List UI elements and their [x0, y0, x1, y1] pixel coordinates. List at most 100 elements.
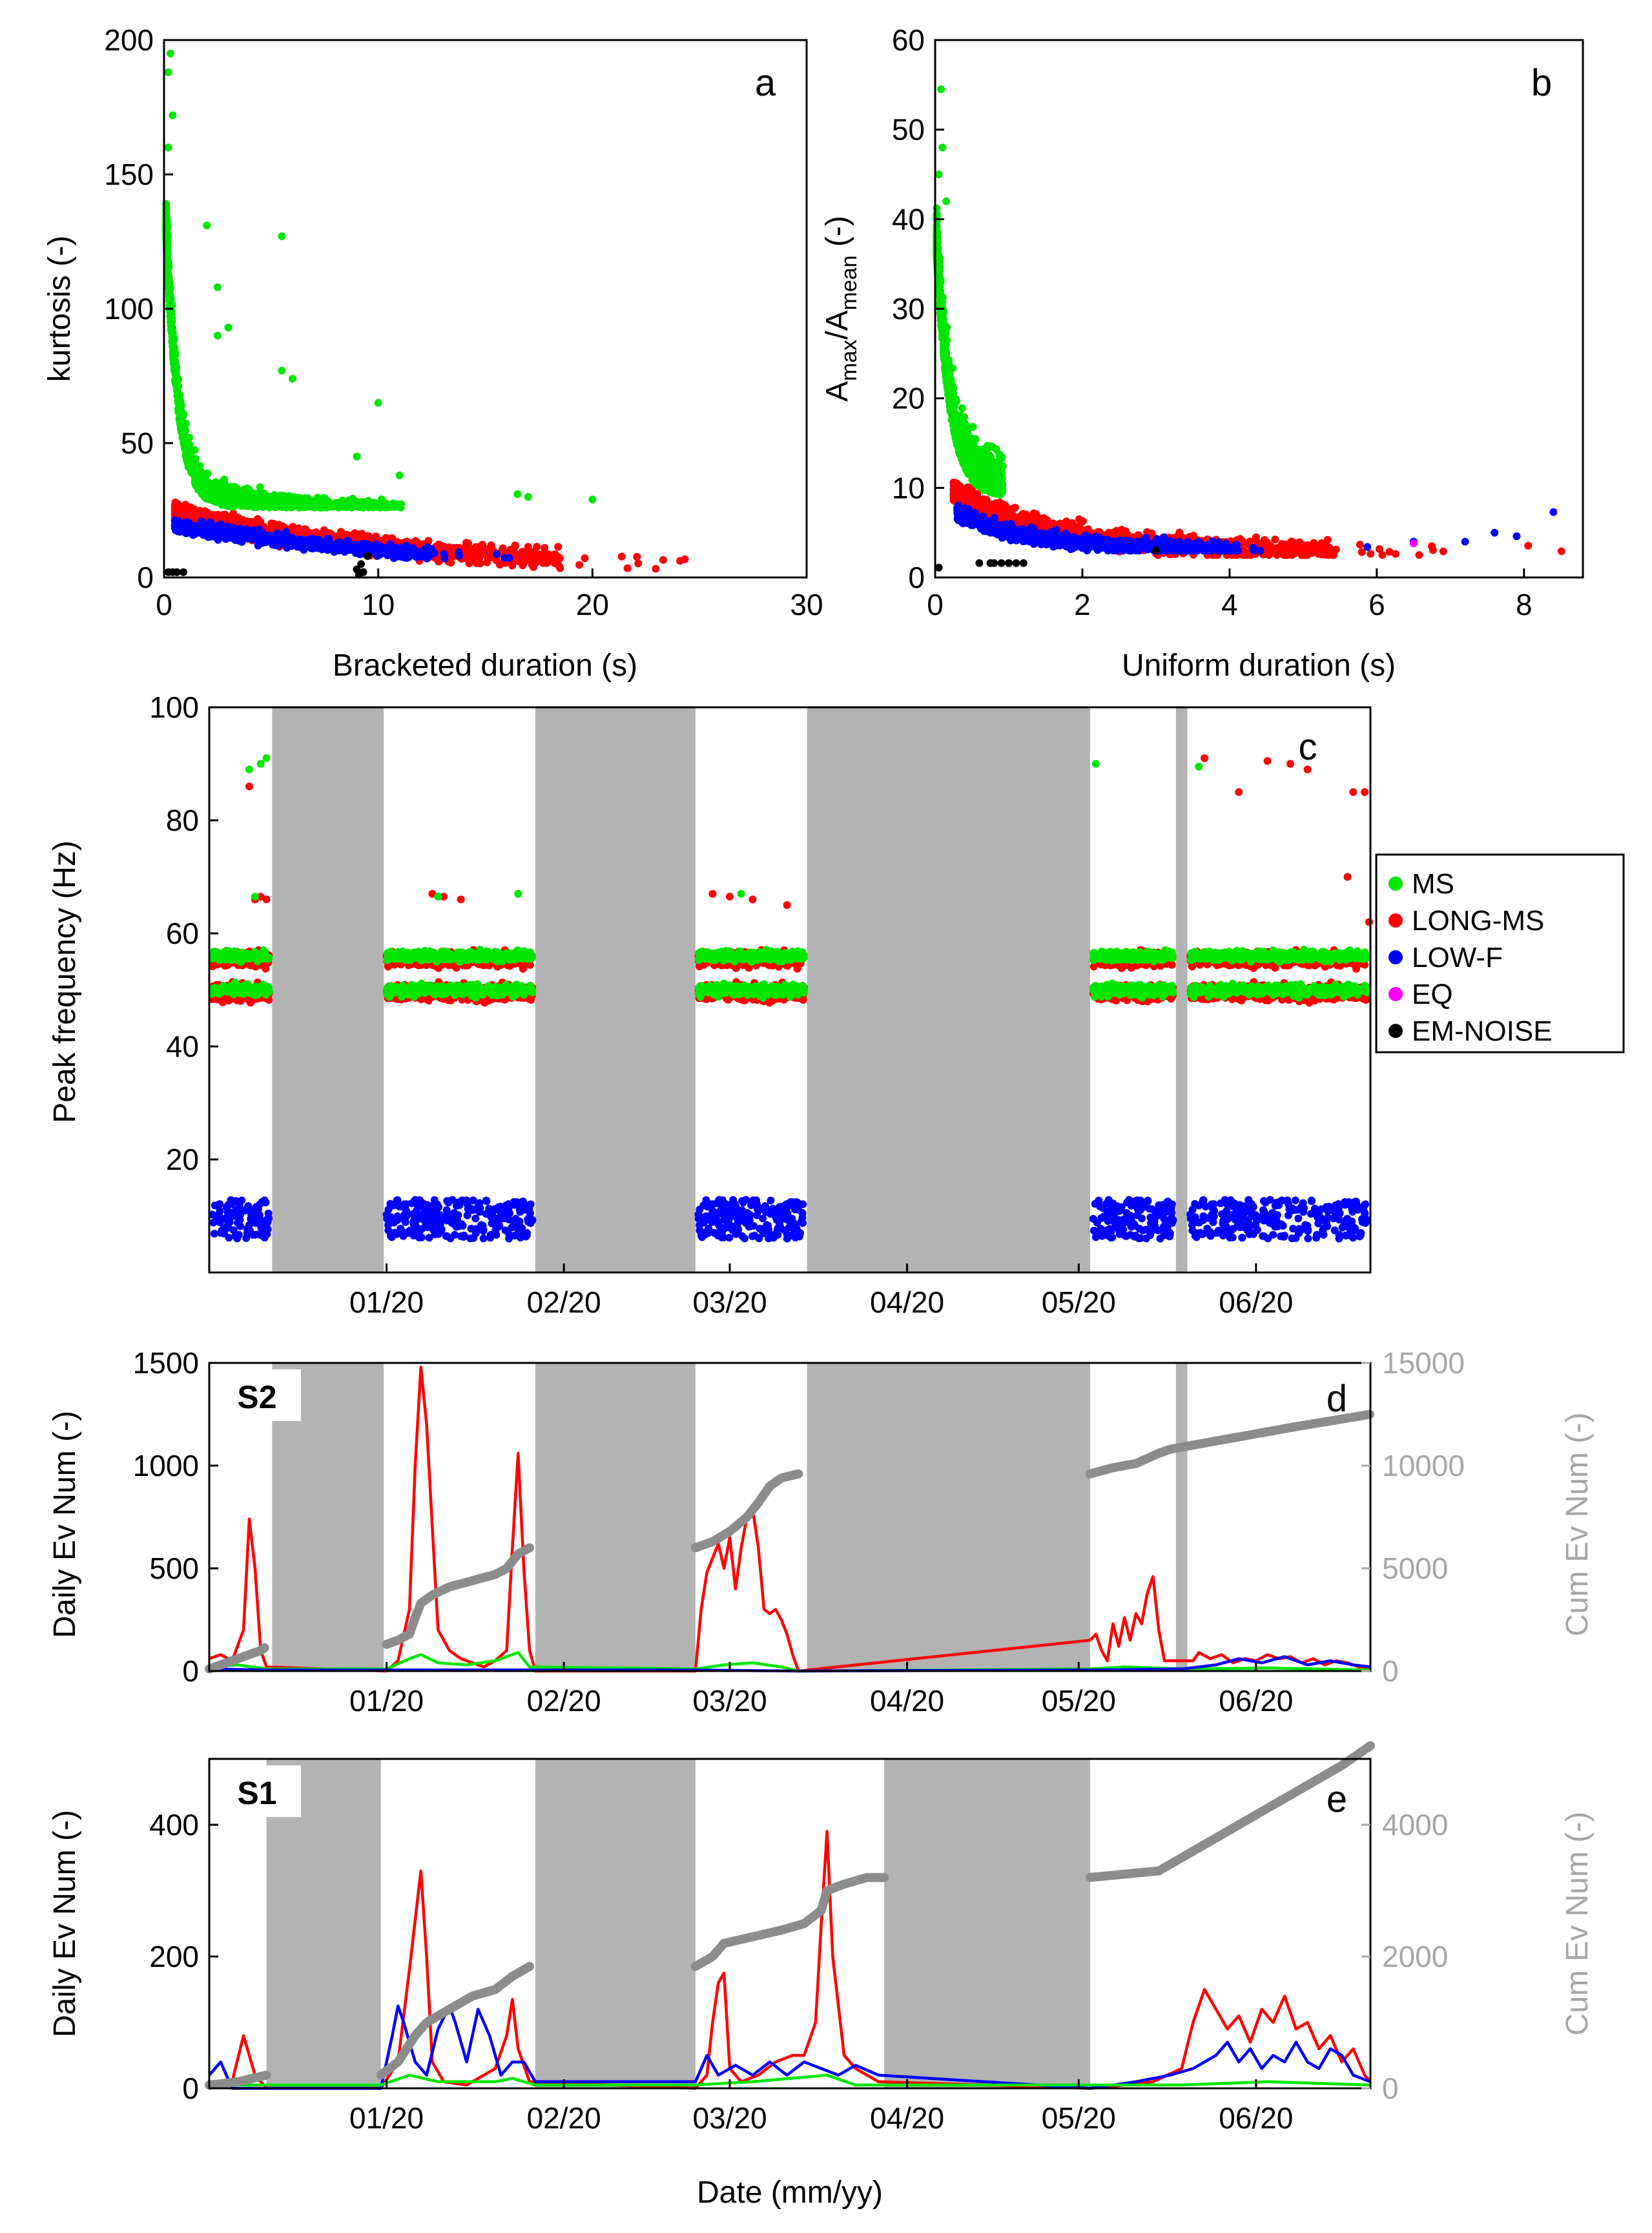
panel-a-point-long-ms — [511, 541, 519, 550]
panel-b-point-low-f — [977, 519, 986, 528]
panel-a-point-ms — [280, 502, 289, 510]
panel-b-point-low-f — [1168, 546, 1176, 555]
panel-a-point-ms — [179, 433, 187, 441]
panel-a-point-ms — [369, 501, 377, 509]
panel-a-point-ms — [377, 500, 385, 508]
panel-a-point-ms — [203, 488, 211, 497]
panel-b-point-long-ms — [1288, 537, 1296, 546]
panel-a-point-ms — [353, 452, 361, 461]
panel-a-point-ms — [164, 271, 172, 280]
panel-a-point-ms — [395, 471, 404, 479]
panel-b-point-low-f — [1159, 541, 1167, 550]
panel-a-point-long-ms — [633, 553, 641, 561]
panel-b-point-long-ms — [1439, 547, 1447, 556]
panel-a-point-long-ms — [652, 565, 660, 573]
panel-a-y-axis-label: kurtosis (-) — [43, 236, 77, 382]
panel-a-point-long-ms — [473, 556, 481, 564]
panel-b-point-long-ms — [1378, 551, 1387, 559]
panel-a-point-low-f — [336, 542, 344, 550]
panel-a-point-long-ms — [623, 564, 632, 572]
panel-a-point-ms — [170, 357, 178, 366]
panel-b-point-low-f — [1008, 529, 1017, 537]
panel-b-point-low-f — [1233, 541, 1241, 549]
panel-a-point-low-f — [251, 528, 259, 537]
panel-a-point-ms — [227, 483, 236, 491]
panel-a-point-long-ms — [539, 559, 547, 567]
panel-a-point-ms — [183, 456, 191, 464]
panel-a-point-ms — [213, 283, 222, 291]
panel-a-point-low-f — [288, 534, 296, 542]
panel-a-point-ms — [185, 463, 192, 472]
panel-b-point-long-ms — [1281, 551, 1289, 559]
panel-a-point-ms — [391, 502, 400, 510]
panel-a-point-ms — [183, 443, 192, 452]
panel-a-point-long-ms — [556, 564, 564, 572]
panel-b-point-long-ms — [1428, 542, 1436, 550]
panel-b-point-long-ms — [1030, 515, 1038, 524]
panel-a-point-long-ms — [676, 557, 684, 565]
panel-a-xtick-label: 20 — [576, 588, 609, 621]
panel-a-point-low-f — [505, 554, 513, 562]
panel-a-label: a — [755, 62, 776, 104]
panel-b-point-long-ms — [1323, 535, 1332, 544]
panel-b-point-long-ms — [1265, 542, 1273, 550]
panel-a-point-low-f — [268, 537, 276, 545]
panel-a-point-em-noise — [357, 560, 366, 568]
panel-b-point-low-f — [1100, 540, 1108, 548]
panel-a-point-ms — [224, 324, 232, 332]
panel-b-point-long-ms — [949, 485, 958, 493]
panel-b-point-low-f — [1461, 537, 1469, 546]
panel-b-point-low-f — [1077, 543, 1086, 552]
panel-a-point-low-f — [236, 534, 244, 543]
panel-a-point-long-ms — [170, 505, 179, 514]
panel-a-point-low-f — [353, 546, 361, 554]
panel-a-point-ms — [349, 494, 357, 503]
panel-a-point-long-ms — [575, 561, 584, 569]
panel-b-point-long-ms — [1271, 535, 1279, 544]
panel-a-point-ms — [245, 493, 253, 502]
panel-a-xtick-label: 10 — [362, 588, 395, 621]
panel-b-point-long-ms — [1325, 551, 1333, 559]
panel-b-point-long-ms — [1018, 510, 1027, 518]
panel-a-point-long-ms — [484, 554, 492, 562]
panel-a-point-ms — [164, 260, 172, 268]
panel-b-point-long-ms — [1069, 524, 1077, 533]
panel-b-point-long-ms — [1415, 551, 1423, 559]
panel-a-point-ms — [524, 493, 532, 501]
panel-b-point-long-ms — [1310, 541, 1318, 549]
panel-a-point-ms — [220, 475, 229, 484]
panel-b-point-long-ms — [1367, 550, 1375, 558]
panel-a-point-ms — [225, 499, 233, 507]
panel-a-ytick-label: 200 — [104, 23, 154, 57]
panel-b-point-low-f — [1215, 544, 1224, 552]
panel-a-point-long-ms — [465, 546, 473, 554]
panel-b-point-long-ms — [1356, 541, 1364, 549]
panel-b-point-long-ms — [1273, 546, 1281, 555]
panel-a-point-ms — [203, 222, 211, 229]
panel-a-point-long-ms — [617, 552, 626, 561]
panel-b-point-low-f — [1196, 543, 1204, 551]
panel-b-point-ms — [933, 204, 941, 213]
panel-b-point-low-f — [1250, 546, 1258, 555]
panel-a-point-long-ms — [581, 554, 589, 563]
panel-b-point-long-ms — [1294, 546, 1301, 554]
panel-a-ytick-label: 100 — [104, 292, 154, 326]
panel-a-point-low-f — [225, 530, 233, 539]
panel-b-point-long-ms — [1011, 503, 1019, 512]
panel-a-point-low-f — [440, 554, 449, 563]
panel-a-point-long-ms — [269, 521, 277, 529]
panel-a-point-ms — [168, 329, 176, 338]
panel-a-point-low-f — [281, 540, 289, 548]
panel-b-point-low-f — [1045, 536, 1053, 545]
panel-b-point-long-ms — [964, 483, 972, 492]
panel-b-point-long-ms — [1557, 547, 1565, 556]
panel-a-point-ms — [167, 310, 176, 318]
panel-b-point-long-ms — [975, 500, 983, 508]
panel-b-point-low-f — [1112, 546, 1120, 555]
panel-a-point-ms — [164, 68, 172, 76]
panel-a-point-low-f — [455, 548, 463, 557]
panel-a-point-long-ms — [445, 543, 453, 552]
panel-b-point-ms — [958, 404, 966, 412]
panel-a-point-ms — [167, 318, 175, 326]
panel-a-point-ms — [190, 469, 198, 477]
